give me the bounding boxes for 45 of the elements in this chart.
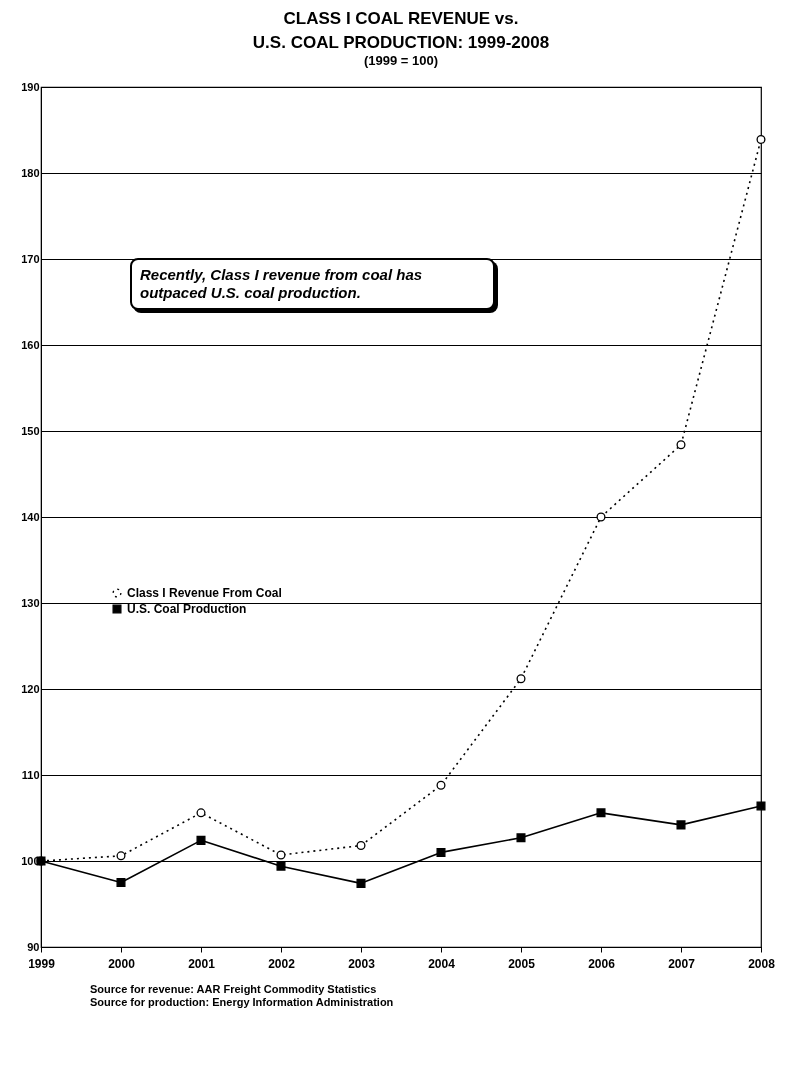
source-note: Source for revenue: AAR Freight Commodity Statistics	[90, 983, 378, 996]
point	[196, 808, 206, 818]
point	[676, 820, 686, 830]
x-tick-label: 2002	[268, 956, 296, 971]
legend-label: U.S. Coal Production	[127, 602, 247, 616]
x-tick-label: 2005	[508, 956, 536, 971]
source-note: Source for production: Energy Information Administration	[90, 996, 395, 1009]
point	[516, 833, 526, 843]
point	[116, 851, 126, 861]
x-tick-label: 2000	[108, 956, 136, 971]
y-tick-label: 180	[21, 166, 40, 179]
legend-label: Class I Revenue From Coal	[127, 586, 282, 600]
x-tick-label: 2003	[348, 956, 376, 971]
point	[756, 134, 766, 144]
point	[196, 835, 206, 845]
point	[276, 861, 286, 871]
y-tick-label: 110	[21, 768, 40, 781]
callout-box: Recently, Class I revenue from coal has outpaced U.S. coal production.	[130, 258, 495, 310]
point	[676, 440, 686, 450]
y-tick-label: 120	[21, 682, 40, 695]
point	[516, 674, 526, 684]
y-tick-label: 90	[27, 940, 40, 953]
point	[436, 847, 446, 857]
point	[356, 878, 366, 888]
x-tick-label: 2001	[188, 956, 216, 971]
chart-title: CLASS I COAL REVENUE vs. U.S. COAL PRODUCTION: 1999-2008	[252, 9, 550, 52]
x-tick-label: 1999	[28, 956, 56, 971]
y-tick-label: 190	[21, 80, 40, 93]
y-tick-label: 170	[21, 252, 40, 265]
y-tick-label: 150	[21, 424, 40, 437]
point	[116, 877, 126, 888]
x-tick-label: 2006	[588, 956, 616, 971]
y-tick-label: 140	[21, 510, 40, 523]
x-tick-label: 2008	[748, 956, 776, 971]
x-tick-label: 2004	[428, 956, 456, 971]
point	[756, 801, 766, 811]
point	[596, 808, 606, 818]
chart-subtitle: (1999 = 100)	[363, 53, 439, 68]
point	[596, 512, 606, 522]
y-tick-label: 160	[21, 338, 40, 351]
point	[436, 780, 446, 790]
point	[276, 850, 286, 860]
x-tick-label: 2007	[668, 956, 696, 971]
point	[356, 841, 366, 851]
y-tick-label: 130	[21, 596, 40, 609]
